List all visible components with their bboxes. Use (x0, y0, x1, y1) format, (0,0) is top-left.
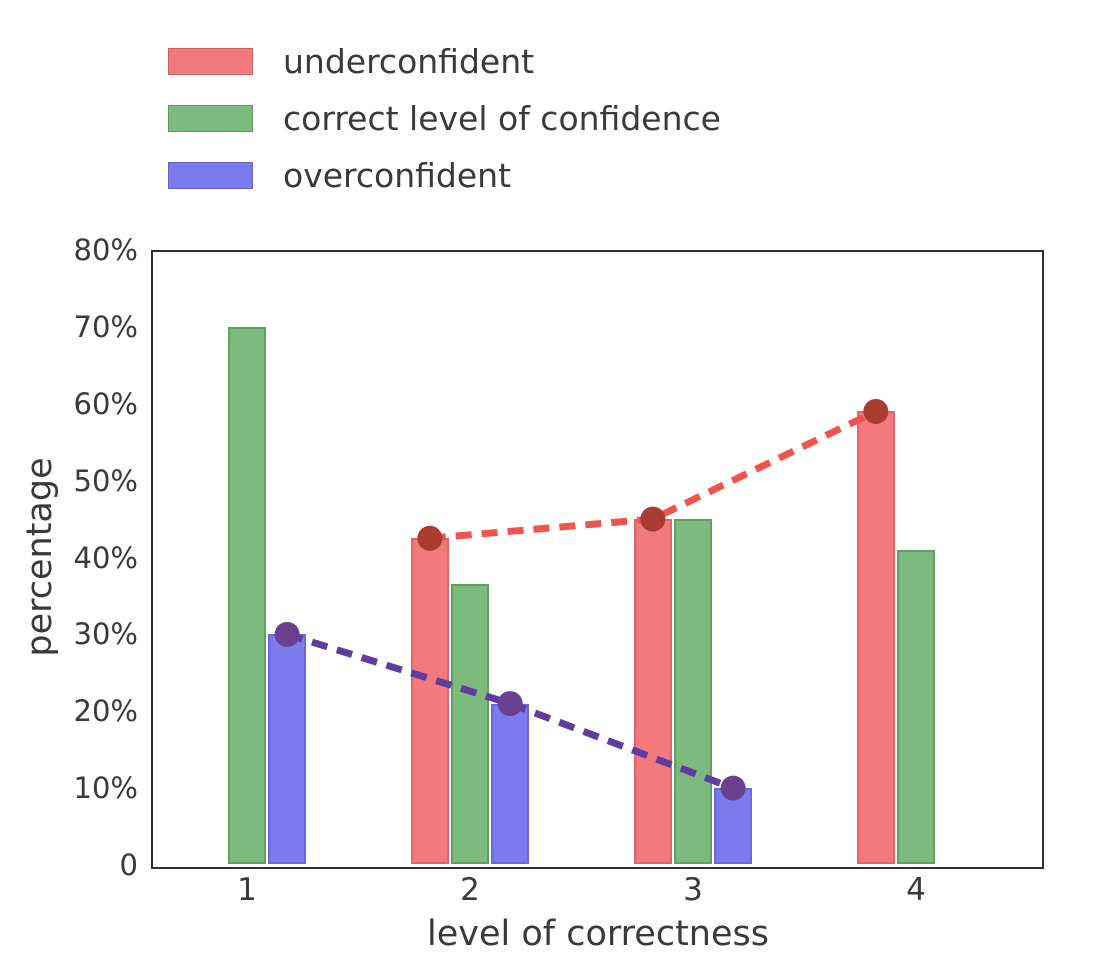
legend-swatch-1 (168, 105, 253, 132)
legend-item-2: overconfident (168, 156, 721, 195)
legend-swatch-2 (168, 162, 253, 189)
x-tick-2: 2 (460, 872, 480, 908)
legend-label-2: overconfident (283, 156, 512, 195)
y-tick-80%: 80% (73, 233, 138, 267)
x-axis-title: level of correctness (427, 914, 769, 954)
legend-label-0: underconfident (283, 42, 535, 81)
y-tick-0: 0 (119, 848, 138, 882)
bar-correct-level-4 (897, 549, 935, 864)
legend-swatch-0 (168, 48, 253, 75)
bar-correct-level-1 (228, 326, 266, 864)
x-tick-3: 3 (683, 872, 703, 908)
bar-overconfident-level-3 (714, 788, 752, 864)
legend-item-1: correct level of confidence (168, 99, 721, 138)
y-tick-30%: 30% (73, 617, 138, 652)
y-tick-40%: 40% (73, 540, 138, 575)
bar-underconfident-level-4 (857, 411, 895, 864)
bar-underconfident-level-2 (411, 538, 449, 864)
bar-overconfident-level-2 (491, 703, 529, 864)
bar-correct-level-3 (674, 519, 712, 864)
bar-underconfident-level-3 (634, 519, 672, 864)
legend-label-1: correct level of confidence (283, 99, 721, 138)
y-tick-70%: 70% (73, 309, 138, 344)
bar-correct-level-2 (451, 584, 489, 864)
y-tick-20%: 20% (73, 694, 138, 729)
legend-item-0: underconfident (168, 42, 721, 81)
x-tick-4: 4 (906, 872, 926, 908)
x-tick-1: 1 (237, 872, 257, 908)
bar-overconfident-level-1 (268, 634, 306, 864)
y-tick-60%: 60% (73, 386, 138, 421)
legend: underconfident correct level of confidenc… (168, 42, 721, 219)
y-tick-50%: 50% (73, 463, 138, 498)
y-tick-10%: 10% (73, 771, 138, 806)
